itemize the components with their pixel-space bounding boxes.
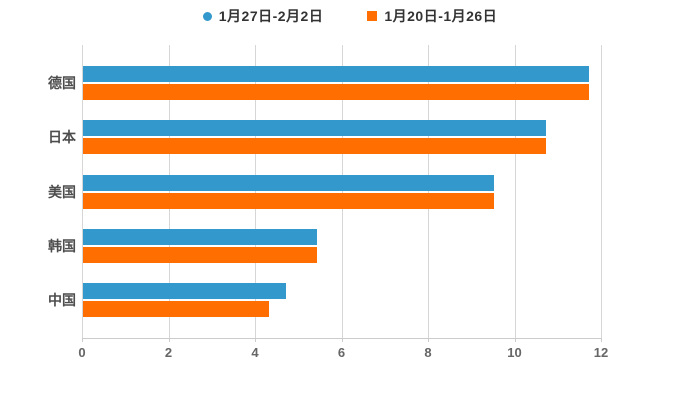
bar-日本-series0[interactable] <box>83 120 546 137</box>
x-axis-label-4: 4 <box>251 345 259 360</box>
x-axis-label-2: 2 <box>164 345 173 360</box>
x-axis-tick-4 <box>255 338 256 342</box>
gridline-x-0 <box>82 45 83 338</box>
bar-美国-series0[interactable] <box>83 174 494 191</box>
gridline-x-4 <box>255 45 256 338</box>
y-axis-label-韩国: 韩国 <box>48 237 76 254</box>
legend: 1月27日-2月2日 1月20日-1月26日 <box>0 6 700 26</box>
x-axis-tick-10 <box>514 338 516 342</box>
x-axis-label-8: 8 <box>424 345 432 360</box>
gridline-x-8 <box>428 45 429 338</box>
legend-item-week-current[interactable]: 1月27日-2月2日 <box>202 6 324 26</box>
legend-item-week-previous[interactable]: 1月20日-1月26日 <box>367 6 497 26</box>
legend-circle-marker-icon <box>202 11 212 21</box>
bar-中国-series0[interactable] <box>83 283 287 300</box>
bar-美国-series1[interactable] <box>83 192 494 209</box>
gridline-x-2 <box>168 45 170 338</box>
gridline-x-12 <box>601 45 602 338</box>
x-axis-label-10: 10 <box>507 345 522 360</box>
x-axis-tick-12 <box>601 338 602 342</box>
bar-中国-series1[interactable] <box>83 301 269 318</box>
x-axis-tick-6 <box>341 338 343 342</box>
x-axis-tick-0 <box>82 338 83 342</box>
y-axis-label-德国: 德国 <box>48 75 76 91</box>
bar-德国-series0[interactable] <box>83 66 590 82</box>
x-axis-label-6: 6 <box>337 345 346 360</box>
x-axis-label-12: 12 <box>593 345 609 360</box>
y-axis-label-美国: 美国 <box>48 183 76 200</box>
legend-label-week-current: 1月27日-2月2日 <box>218 8 324 24</box>
bar-德国-series1[interactable] <box>83 84 590 100</box>
gridline-x-10 <box>514 45 516 338</box>
x-axis-tick-8 <box>428 338 429 342</box>
y-axis-label-日本: 日本 <box>48 129 76 146</box>
x-axis-tick-2 <box>168 338 170 342</box>
plot-area: 0 2 4 6 8 10 12 德国日本美国韩国中国 <box>48 45 608 360</box>
legend-square-marker-icon <box>367 11 378 21</box>
bar-日本-series1[interactable] <box>83 138 546 155</box>
legend-label-week-previous: 1月20日-1月26日 <box>384 8 498 24</box>
x-axis-label-0: 0 <box>78 345 86 360</box>
y-axis-label-中国: 中国 <box>48 292 76 309</box>
bar-韩国-series0[interactable] <box>83 228 317 245</box>
bar-韩国-series1[interactable] <box>83 246 317 263</box>
gridline-x-6 <box>341 45 343 338</box>
